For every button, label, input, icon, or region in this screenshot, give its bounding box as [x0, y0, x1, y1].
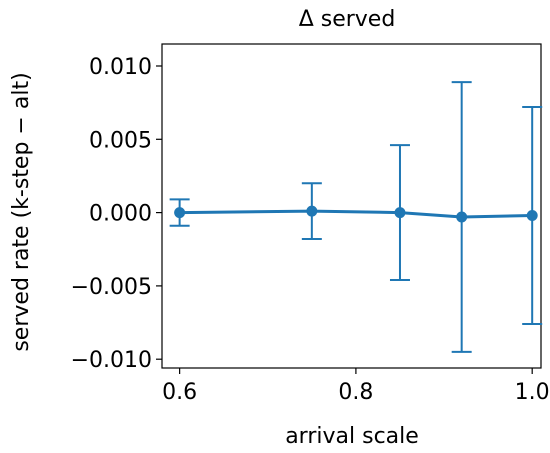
data-point: [456, 211, 468, 223]
y-tick-label: 0.010: [89, 55, 152, 80]
y-axis: −0.010 −0.005 0.000 0.005 0.010: [71, 55, 162, 373]
chart-title: Δ served: [299, 7, 396, 32]
data-point: [526, 210, 538, 222]
y-tick-label: 0.000: [89, 202, 152, 227]
y-axis-label: served rate (k-step − alt): [9, 72, 34, 351]
data-point: [306, 205, 318, 217]
y-tick-label: −0.005: [71, 275, 152, 300]
y-tick-label: 0.005: [89, 128, 152, 153]
x-axis-label: arrival scale: [285, 424, 419, 449]
x-tick-label: 0.6: [162, 380, 197, 405]
series-line: [179, 209, 533, 219]
plot-frame: [161, 43, 542, 369]
data-point: [174, 207, 186, 219]
x-tick-label: 1.0: [515, 380, 550, 405]
data-point: [394, 207, 406, 219]
x-tick-label: 0.8: [338, 380, 373, 405]
x-axis: 0.6 0.8 1.0: [162, 368, 550, 405]
y-tick-label: −0.010: [71, 348, 152, 373]
plot-area: [161, 43, 543, 369]
